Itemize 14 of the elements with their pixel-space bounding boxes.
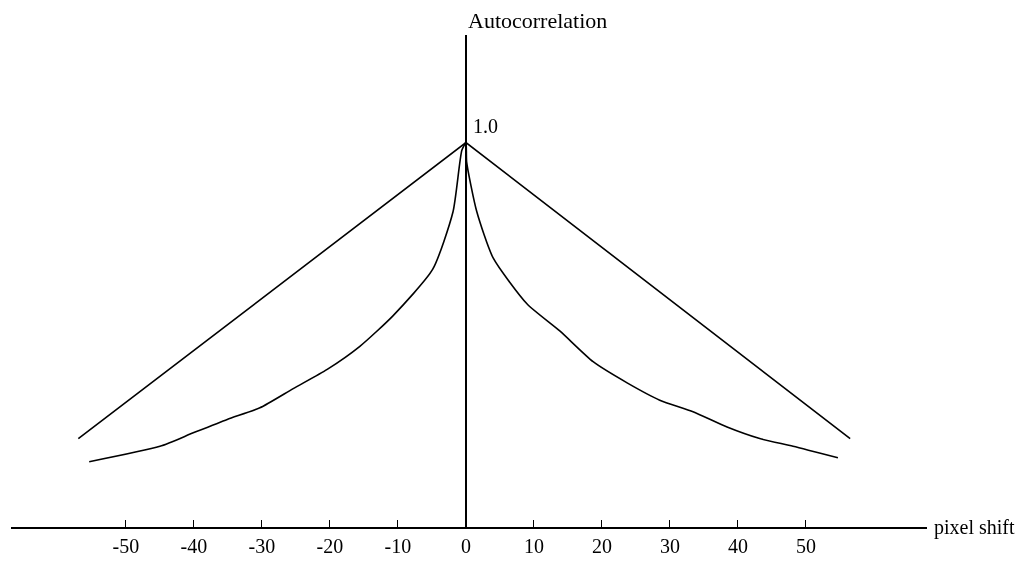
x-tick-label: -20 [316,534,344,557]
x-tick-label: -40 [180,534,208,557]
x-tick-label: -10 [384,534,412,557]
x-tick-label: 30 [659,534,680,557]
x-tick-label: -30 [248,534,276,557]
x-tick-label: 50 [795,534,816,557]
x-tick-label: 40 [727,534,748,557]
x-tick-label: 10 [523,534,544,557]
y-axis-title: Autocorrelation [468,8,608,33]
annotation: 1.0 [473,115,498,137]
x-axis-title: pixel shift [934,516,1015,539]
x-tick-label: 20 [591,534,612,557]
x-tick-label: -50 [112,534,140,557]
x-tick-label: 0 [460,534,471,557]
